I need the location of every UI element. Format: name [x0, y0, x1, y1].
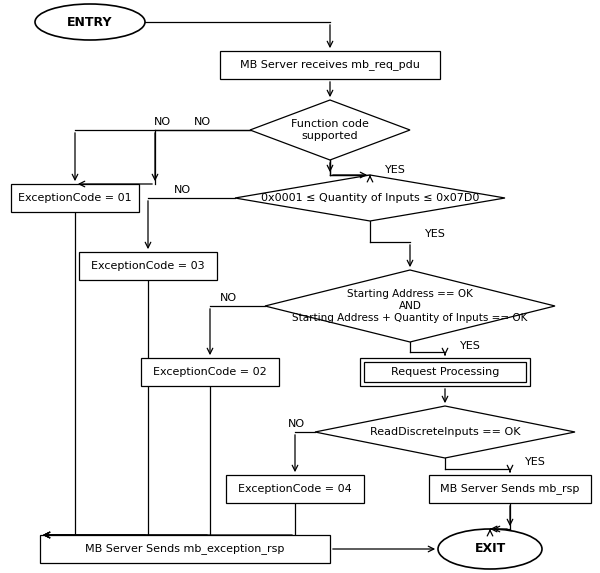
Bar: [40, 535, 330, 563]
Text: NO: NO: [288, 419, 305, 429]
Text: NO: NO: [220, 293, 237, 303]
Text: ExceptionCode = 04: ExceptionCode = 04: [238, 484, 352, 494]
Polygon shape: [250, 100, 410, 160]
Bar: [79, 252, 217, 280]
Text: ExceptionCode = 01: ExceptionCode = 01: [18, 193, 132, 203]
Text: EXIT: EXIT: [475, 543, 506, 555]
Bar: [364, 362, 526, 382]
Text: NO: NO: [174, 185, 191, 195]
Text: YES: YES: [525, 457, 546, 467]
Text: NO: NO: [154, 117, 170, 127]
Text: ReadDiscreteInputs == OK: ReadDiscreteInputs == OK: [370, 427, 520, 437]
Text: MB Server receives mb_req_pdu: MB Server receives mb_req_pdu: [240, 60, 420, 70]
Text: MB Server Sends mb_exception_rsp: MB Server Sends mb_exception_rsp: [85, 544, 284, 555]
Text: YES: YES: [460, 341, 481, 351]
Bar: [220, 51, 440, 79]
Bar: [429, 475, 591, 503]
Bar: [141, 358, 279, 386]
Text: YES: YES: [385, 165, 406, 175]
Text: NO: NO: [193, 117, 211, 127]
Text: ENTRY: ENTRY: [67, 15, 113, 29]
Text: ExceptionCode = 02: ExceptionCode = 02: [153, 367, 267, 377]
Bar: [360, 358, 530, 386]
Ellipse shape: [438, 529, 542, 569]
Polygon shape: [315, 406, 575, 458]
Polygon shape: [235, 175, 505, 221]
Text: Request Processing: Request Processing: [391, 367, 499, 377]
Text: Starting Address == OK
AND
Starting Address + Quantity of Inputs == OK: Starting Address == OK AND Starting Addr…: [292, 289, 527, 323]
Bar: [11, 184, 139, 212]
Text: YES: YES: [425, 229, 446, 239]
Text: ExceptionCode = 03: ExceptionCode = 03: [91, 261, 205, 271]
Text: MB Server Sends mb_rsp: MB Server Sends mb_rsp: [440, 484, 580, 494]
Polygon shape: [265, 270, 555, 342]
Text: Function code
supported: Function code supported: [291, 119, 369, 141]
Bar: [226, 475, 364, 503]
Text: 0x0001 ≤ Quantity of Inputs ≤ 0x07D0: 0x0001 ≤ Quantity of Inputs ≤ 0x07D0: [261, 193, 479, 203]
Ellipse shape: [35, 4, 145, 40]
